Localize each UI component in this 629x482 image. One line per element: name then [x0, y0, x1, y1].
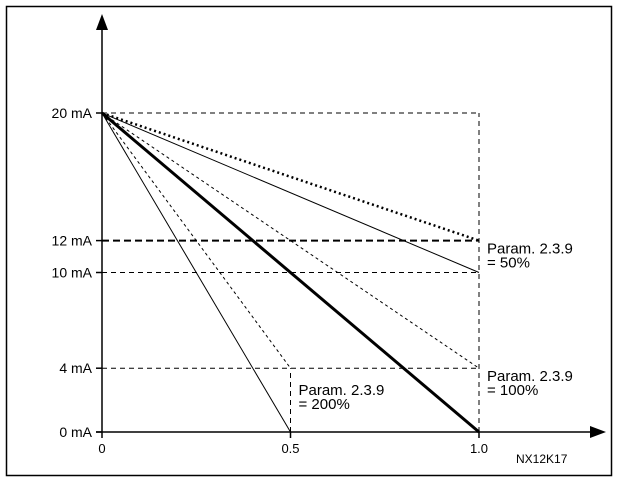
annotation-line2: = 200% — [299, 396, 350, 413]
series-lines — [101, 111, 480, 434]
annotation-line1: Param. 2.3.9 — [487, 368, 573, 385]
y-tick-label: 4 mA — [59, 360, 92, 376]
series-line — [101, 112, 291, 369]
x-ticks: 0 0.5 1.0 — [98, 432, 488, 456]
y-ticks: 20 mA 12 mA 10 mA 4 mA 0 mA — [52, 105, 102, 440]
y-axis-arrow-icon — [96, 14, 108, 30]
x-tick-label: 0.5 — [281, 441, 299, 456]
series-line — [101, 112, 291, 433]
annotations: Param. 2.3.9= 50%Param. 2.3.9= 100%Param… — [299, 241, 573, 414]
annotation-line1: Param. 2.3.9 — [299, 382, 385, 399]
series-line — [101, 111, 480, 434]
y-tick-label: 20 mA — [52, 105, 93, 121]
series-line — [101, 111, 480, 242]
x-tick-label: 0 — [98, 441, 105, 456]
annotation-line1: Param. 2.3.9 — [487, 241, 573, 258]
series-line — [101, 112, 480, 273]
annotation-line2: = 50% — [487, 255, 530, 272]
x-tick-label: 1.0 — [470, 441, 488, 456]
axes — [96, 14, 606, 438]
y-tick-label: 0 mA — [59, 424, 92, 440]
guide-lines — [102, 112, 480, 432]
figure-code: NX12K17 — [516, 452, 568, 466]
x-axis-arrow-icon — [590, 426, 606, 438]
annotation-line2: = 100% — [487, 382, 538, 399]
series-line — [101, 112, 480, 369]
y-tick-label: 10 mA — [52, 265, 93, 281]
y-tick-label: 12 mA — [52, 233, 93, 249]
